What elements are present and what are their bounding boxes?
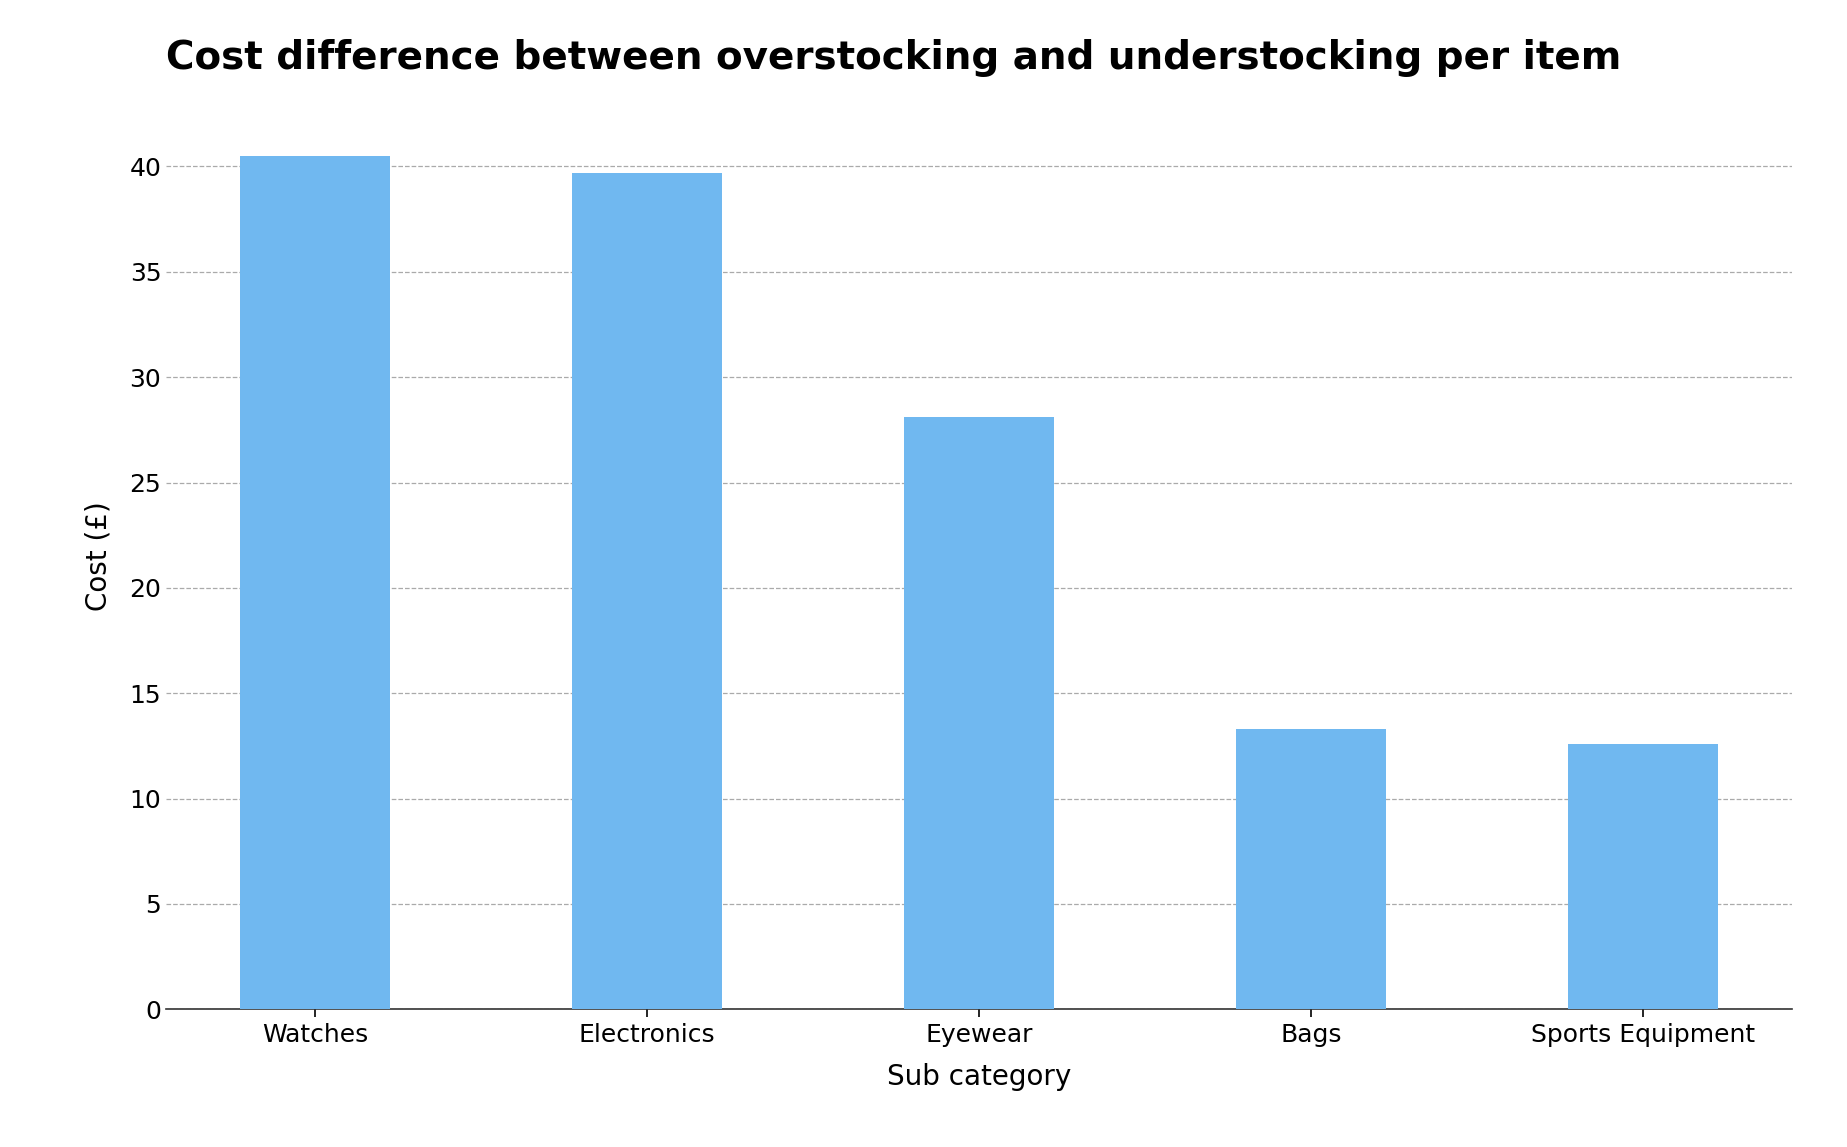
Bar	[1568, 744, 1718, 1009]
X-axis label: Sub category: Sub category	[887, 1063, 1071, 1091]
Y-axis label: Cost (£): Cost (£)	[85, 501, 113, 611]
Text: Cost difference between overstocking and understocking per item: Cost difference between overstocking and…	[166, 39, 1622, 77]
Bar	[905, 418, 1053, 1009]
Bar	[240, 156, 390, 1009]
Bar	[573, 173, 722, 1009]
Bar	[1236, 729, 1385, 1009]
